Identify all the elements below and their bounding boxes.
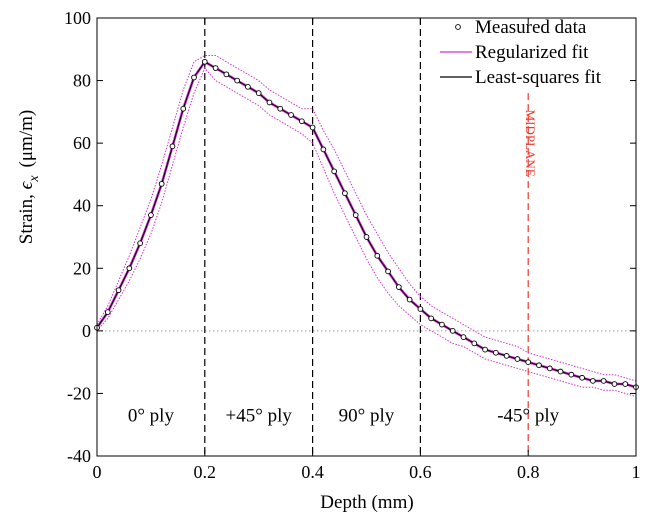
legend: Measured data Regularized fit Least-square… <box>440 17 602 88</box>
measured-data-point <box>266 99 273 106</box>
y-axis-label-subscript: x <box>27 175 42 183</box>
measured-data-point <box>374 252 381 259</box>
y-tick-label: 100 <box>64 8 91 28</box>
legend-entry-1: Measured data <box>475 17 587 38</box>
measured-data-point <box>342 190 348 197</box>
measured-data-point <box>536 362 542 369</box>
x-tick-label: 0.8 <box>517 462 540 482</box>
measured-data-point <box>449 328 456 334</box>
y-tick-label: 40 <box>73 196 91 216</box>
measured-data-point <box>212 65 219 71</box>
legend-entry-2: Regularized fit <box>475 42 589 63</box>
measured-data-point <box>137 240 143 247</box>
legend-marker-measured <box>455 24 461 30</box>
measured-data-point <box>590 378 596 384</box>
region-label-2: +45° ply <box>226 405 293 426</box>
measured-data-point <box>395 284 402 290</box>
midplane-label: MIDPLANE <box>523 110 538 177</box>
measured-data-point <box>331 168 338 175</box>
measured-data-point <box>180 105 187 112</box>
measured-data-point <box>428 315 435 322</box>
regularized-fitline <box>95 60 637 389</box>
measured-data-point <box>255 90 262 96</box>
measured-data-point <box>568 371 575 378</box>
y-tick-label: -20 <box>67 383 91 403</box>
y-axis-label-symbol: ϵ <box>16 180 37 189</box>
legend-entry-3: Least-squares fit <box>475 67 602 88</box>
regularized-lower-bound <box>96 67 637 398</box>
measured-data-point <box>471 340 478 347</box>
measured-data-point <box>309 124 316 131</box>
y-tick-label: -40 <box>67 446 91 466</box>
measured-data-point <box>126 265 133 272</box>
axes-frame <box>96 17 637 457</box>
measured-data-point <box>352 212 359 218</box>
measured-data-point <box>191 74 197 81</box>
measured-data-point <box>460 334 467 340</box>
measured-data-point <box>223 71 230 78</box>
measured-data-point <box>579 374 585 381</box>
y-tick-label: 60 <box>73 133 91 153</box>
least-squares-fitline <box>96 61 637 388</box>
measured-data-point <box>525 359 532 365</box>
region-label-3: 90° ply <box>339 405 395 426</box>
measured-data-point <box>600 378 607 384</box>
measured-data-point <box>148 212 154 218</box>
x-tick-label: 0 <box>93 462 102 482</box>
y-tick-label: 80 <box>73 71 91 91</box>
measured-data-point <box>158 180 165 187</box>
measured-data-point <box>417 306 424 312</box>
measured-data-point <box>234 77 240 84</box>
x-axis-label: Depth (mm) <box>320 492 413 513</box>
measured-data-point <box>277 105 284 112</box>
plot-area: MIDPLANE 0° ply +45° ply 90° ply -45° ply <box>94 18 639 456</box>
x-tick-label: 1 <box>632 462 641 482</box>
measured-data-point <box>288 112 294 118</box>
axes: Depth (mm) Strain, ϵx (μm/m) 0 0.2 0.4 0.6 0.… <box>16 8 641 513</box>
measured-data-point <box>611 381 618 387</box>
region-label-4: -45° ply <box>497 405 559 426</box>
measured-data-point <box>503 353 510 359</box>
x-tick-label: 0.6 <box>409 462 432 482</box>
measured-data-point <box>557 368 564 375</box>
y-axis-label-unit: (μm/m) <box>16 110 37 168</box>
y-axis-label-prefix: Strain, <box>16 189 37 244</box>
measured-data-point <box>104 309 111 315</box>
measured-data-point <box>245 83 251 90</box>
measured-data-point <box>622 381 629 387</box>
measured-data-point <box>546 365 553 372</box>
y-tick-label: 0 <box>82 321 91 341</box>
measured-data-point <box>493 349 499 356</box>
y-tick-label: 20 <box>73 258 91 278</box>
regularized-upper-bound <box>96 55 637 382</box>
measured-data-point <box>201 58 208 65</box>
measured-data-point <box>385 268 391 275</box>
x-tick-label: 0.2 <box>194 462 217 482</box>
measured-data-point <box>169 143 176 150</box>
x-tick-label: 0.4 <box>301 462 324 482</box>
y-axis-label: Strain, ϵx (μm/m) <box>16 110 42 244</box>
measured-data-point <box>363 234 370 240</box>
region-label-1: 0° ply <box>128 405 175 426</box>
measured-data-point <box>406 296 413 303</box>
measured-data-point <box>439 321 445 328</box>
measured-data-point <box>320 146 327 153</box>
measured-data-point <box>115 287 122 294</box>
measured-data-point <box>482 346 488 353</box>
measured-data-point <box>298 118 305 125</box>
measured-data-point <box>514 356 521 362</box>
